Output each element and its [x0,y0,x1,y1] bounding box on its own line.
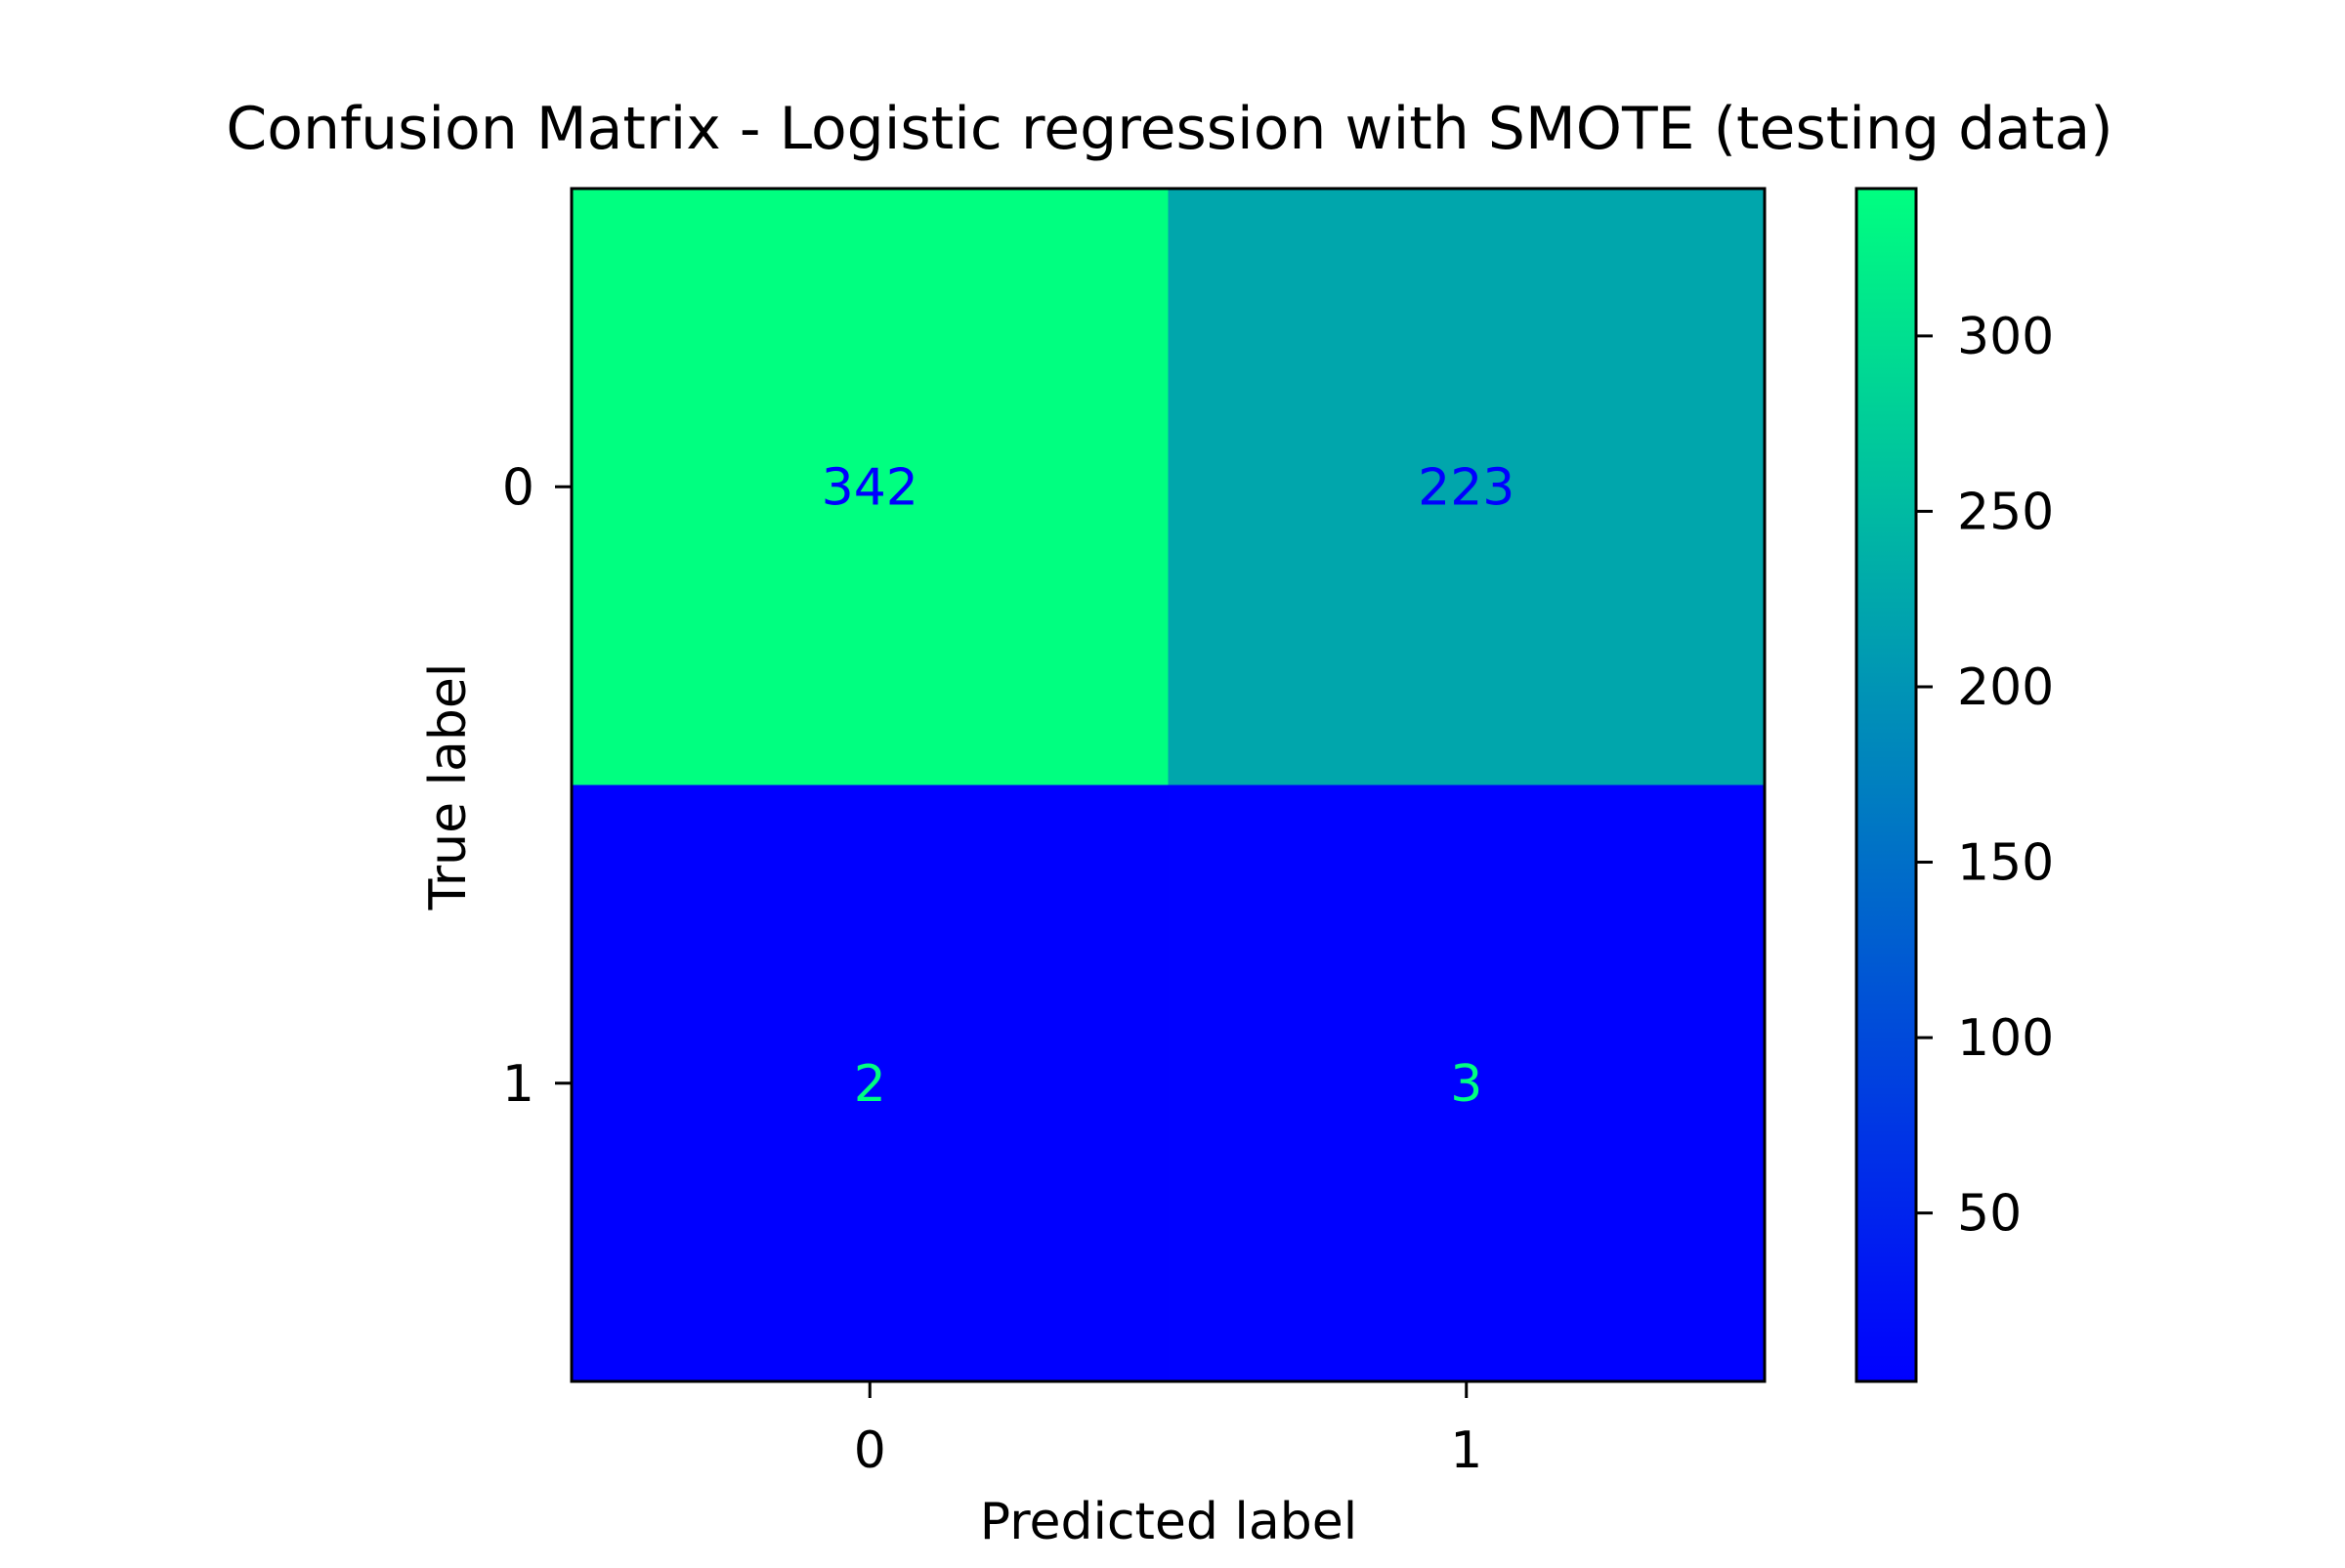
colorbar-tick-label: 50 [1957,1185,2022,1244]
colorbar-tick-label: 250 [1957,483,2054,541]
colorbar-tick-label: 200 [1957,658,2054,717]
y-axis: 01 [502,458,572,1114]
plot-frame [570,187,1767,1383]
colorbar-ticks: 50 100 150 200 250 300 [1916,308,2054,1244]
y-tick-label: 1 [502,1055,534,1114]
matrix-cell-r1-c0 [572,784,1169,1382]
cell-value-label-r1-c0: 2 [854,1055,886,1114]
x-tick-label: 1 [1450,1421,1482,1480]
cell-value-label-r0-c1: 223 [1418,458,1514,517]
colorbar-tick-label: 150 [1957,834,2054,893]
x-tick-label: 0 [854,1421,886,1480]
y-tick-label: 0 [502,458,534,517]
colorbar-tick-label: 100 [1957,1009,2054,1068]
cell-value-label-r1-c1: 3 [1450,1055,1482,1114]
colorbar [1855,187,1918,1383]
matrix-cell-labels: 342 223 2 3 [822,458,1515,1114]
chart-title: Confusion Matrix - Logistic regression w… [226,95,2112,163]
matrix-cells [572,189,1766,1382]
y-axis-label: True label [419,663,478,911]
cell-value-label-r0-c0: 342 [822,458,918,517]
colorbar-tick-label: 300 [1957,308,2054,366]
matrix-cell-r0-c0 [572,189,1169,785]
x-axis-label: Predicted label [980,1493,1357,1551]
matrix-cell-r0-c1 [1168,189,1766,785]
matrix-cell-r1-c1 [1168,784,1766,1382]
